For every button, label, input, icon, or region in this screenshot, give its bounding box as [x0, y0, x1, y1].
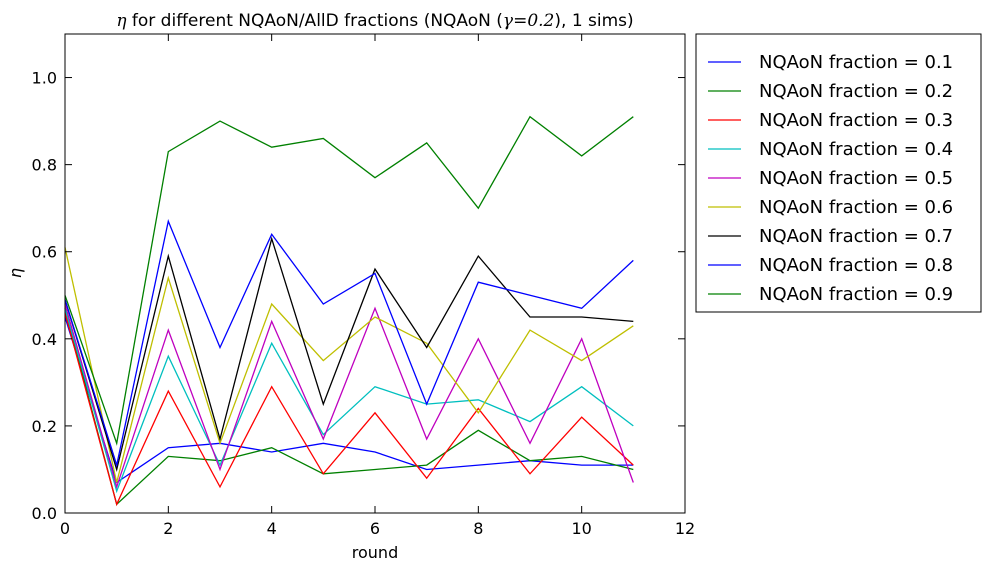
plot-frame	[64, 33, 686, 514]
legend-label-6: NQAoN fraction = 0.6	[759, 197, 953, 218]
y-tick-label: 0.2	[32, 417, 57, 436]
title-main-text: for different NQAoN/AllD fractions (NQAo…	[127, 11, 503, 31]
series-line-2	[64, 308, 634, 506]
series-line-5	[64, 303, 634, 490]
legend-label-7: NQAoN fraction = 0.7	[759, 226, 953, 247]
title-suffix: ), 1 sims)	[554, 11, 633, 31]
series-line-8	[64, 218, 634, 468]
y-tick-label: 0.6	[32, 243, 57, 262]
x-tick-label: 2	[163, 519, 173, 538]
y-tick-label: 0.4	[32, 330, 57, 349]
title-gamma: γ=0.2	[503, 11, 554, 31]
legend-label-9: NQAoN fraction = 0.9	[759, 284, 953, 305]
chart-title: η for different NQAoN/AllD fractions (NQ…	[116, 11, 633, 31]
legend-label-5: NQAoN fraction = 0.5	[759, 168, 953, 189]
legend-label-4: NQAoN fraction = 0.4	[759, 139, 953, 160]
x-axis-label: round	[352, 543, 398, 562]
x-tick-label: 4	[267, 519, 277, 538]
legend: NQAoN fraction = 0.1 NQAoN fraction = 0.2…	[695, 33, 982, 313]
legend-label-1: NQAoN fraction = 0.1	[759, 52, 953, 73]
x-tick-label: 6	[370, 519, 380, 538]
legend-frame	[695, 33, 982, 313]
legend-label-3: NQAoN fraction = 0.3	[759, 110, 953, 131]
series-line-9	[64, 115, 634, 446]
series-line-7	[64, 236, 634, 472]
y-axis-label: η	[6, 268, 25, 278]
x-tick-label: 8	[473, 519, 483, 538]
x-tick-label: 0	[60, 519, 70, 538]
legend-label-2: NQAoN fraction = 0.2	[759, 81, 953, 102]
title-eta-symbol: η	[116, 11, 127, 31]
x-tick-label: 12	[675, 519, 695, 538]
series-line-3	[64, 312, 634, 507]
legend-label-8: NQAoN fraction = 0.8	[759, 255, 953, 276]
series-line-6	[64, 247, 634, 483]
axis-ticks: 0 2 4 6 8 10 12 0.0 0.2 0.4 0.6 0.8 1.0	[32, 34, 695, 538]
x-tick-label: 10	[571, 519, 591, 538]
series-line-4	[64, 308, 634, 494]
series-line-1	[64, 316, 634, 484]
plot-lines	[64, 115, 634, 507]
y-tick-label: 1.0	[32, 69, 57, 88]
y-tick-label: 0.8	[32, 156, 57, 175]
y-tick-label: 0.0	[32, 504, 57, 523]
